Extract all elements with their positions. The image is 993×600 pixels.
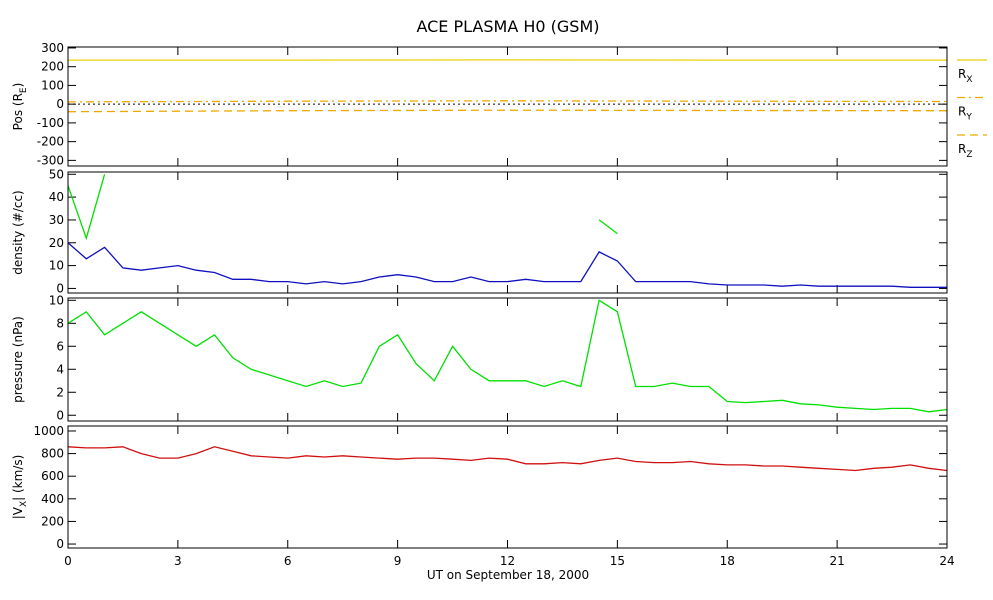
y-axis-label-part: density (#/cc) <box>11 190 25 274</box>
x-tick-label: 6 <box>284 554 292 568</box>
legend-label: RY <box>958 105 972 123</box>
y-tick-label: 6 <box>56 339 64 353</box>
y-tick-label: 600 <box>41 469 64 483</box>
series-line <box>68 109 947 113</box>
x-tick-label: 12 <box>500 554 515 568</box>
y-tick-label: 400 <box>41 492 64 506</box>
series-line <box>68 242 947 288</box>
y-axis-label: Pos (RE) <box>11 83 29 131</box>
x-axis-label: UT on September 18, 2000 <box>427 568 589 582</box>
y-tick-label: 8 <box>56 316 64 330</box>
y-tick-label: 2 <box>56 385 64 399</box>
y-axis-label: pressure (nPa) <box>11 316 25 403</box>
y-tick-label: 20 <box>49 236 64 250</box>
y-axis-label-part: ) <box>11 83 25 88</box>
y-tick-label: 0 <box>56 97 64 111</box>
y-axis-label: |VX| (km/s) <box>11 455 29 520</box>
y-tick-label: -300 <box>37 153 64 167</box>
y-tick-label: 0 <box>56 408 64 422</box>
y-axis-label-part: E <box>19 87 29 93</box>
chart-title: ACE PLASMA H0 (GSM) <box>416 17 599 36</box>
y-axis-label-part: | (km/s) <box>11 455 25 501</box>
y-tick-label: -100 <box>37 116 64 130</box>
y-axis-label-part: |V <box>11 506 25 519</box>
y-tick-label: 10 <box>49 293 64 307</box>
y-tick-label: 4 <box>56 362 64 376</box>
x-tick-label: 18 <box>720 554 735 568</box>
y-axis-label-part: pressure (nPa) <box>11 316 25 403</box>
y-tick-label: 30 <box>49 213 64 227</box>
y-tick-label: 200 <box>41 60 64 74</box>
x-tick-label: 21 <box>829 554 844 568</box>
x-tick-label: 24 <box>939 554 954 568</box>
plot-frame <box>67 46 948 167</box>
y-tick-label: 200 <box>41 514 64 528</box>
y-tick-label: 1000 <box>33 424 64 438</box>
series-line <box>68 299 947 413</box>
y-axis-label-part: Pos (R <box>11 93 25 130</box>
x-tick-label: 9 <box>394 554 402 568</box>
y-tick-label: 10 <box>49 259 64 273</box>
y-tick-label: 100 <box>41 78 64 92</box>
y-tick-label: 0 <box>56 537 64 551</box>
legend-label: RX <box>958 67 973 85</box>
series-line <box>68 100 947 103</box>
x-tick-label: 15 <box>610 554 625 568</box>
y-axis-label-part: X <box>19 501 29 507</box>
series-line <box>68 446 947 472</box>
y-tick-label: -200 <box>37 135 64 149</box>
y-tick-label: 300 <box>41 41 64 55</box>
y-axis-label: density (#/cc) <box>11 190 25 274</box>
x-tick-label: 0 <box>64 554 72 568</box>
y-tick-label: 50 <box>49 167 64 181</box>
plot-frame <box>67 171 948 294</box>
y-tick-label: 0 <box>56 281 64 295</box>
series-line <box>68 174 618 241</box>
x-tick-label: 3 <box>174 554 182 568</box>
y-tick-label: 800 <box>41 447 64 461</box>
y-tick-label: 40 <box>49 190 64 204</box>
legend-label: RZ <box>958 142 973 160</box>
plot-frame <box>67 297 948 422</box>
plot-frame <box>67 425 948 549</box>
